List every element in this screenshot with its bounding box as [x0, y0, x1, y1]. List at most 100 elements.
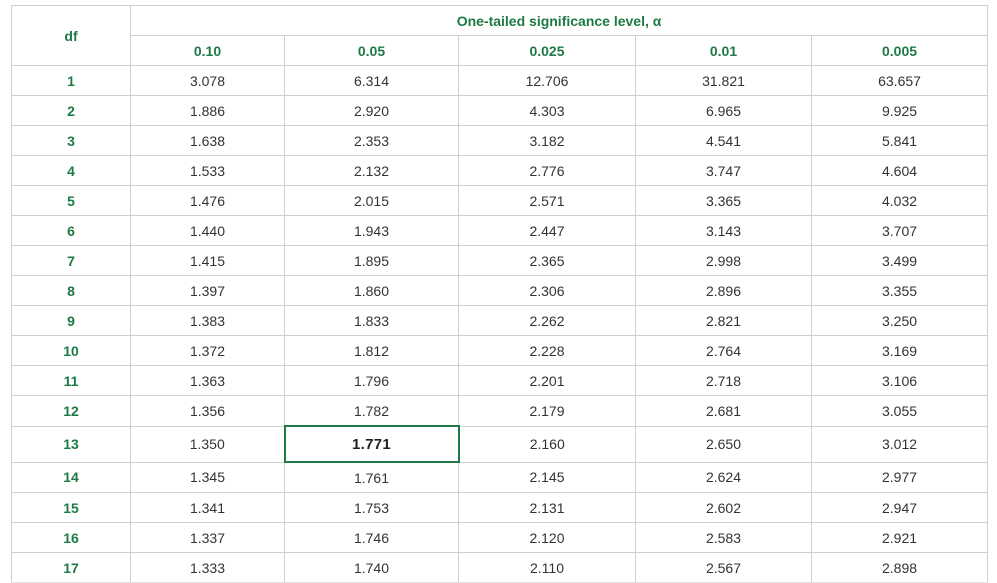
critical-value-cell: 6.314: [284, 65, 459, 96]
table-row: 9 1.383 1.833 2.262 2.821 3.250: [11, 305, 989, 336]
critical-value-cell: 3.055: [810, 395, 989, 427]
critical-value-cell: 2.160: [458, 425, 636, 463]
critical-value-cell: 1.943: [284, 215, 459, 246]
critical-value-cell: 1.415: [130, 245, 285, 276]
alpha-header: 0.10: [130, 35, 285, 66]
critical-value-cell: 3.365: [635, 185, 812, 216]
df-header: df: [11, 5, 131, 66]
critical-value-cell: 2.262: [458, 305, 636, 336]
critical-value-cell: 2.228: [458, 335, 636, 366]
critical-value-cell: 4.604: [810, 155, 989, 186]
critical-value-cell: 1.363: [130, 365, 285, 396]
critical-value-cell: 2.921: [810, 522, 989, 553]
table-row: 1 3.078 6.314 12.706 31.821 63.657: [11, 65, 989, 96]
df-cell: 4: [11, 155, 131, 186]
critical-value-cell: 2.179: [458, 395, 636, 427]
critical-value-cell: 2.998: [635, 245, 812, 276]
t-table-container: df One-tailed significance level, α 0.10…: [11, 5, 989, 583]
header-row-alphas: 0.10 0.05 0.025 0.01 0.005: [12, 35, 989, 66]
critical-value-cell: 4.303: [458, 95, 636, 126]
critical-value-cell: 1.812: [284, 335, 459, 366]
critical-value-cell: 1.356: [130, 395, 285, 427]
critical-value-cell: 1.833: [284, 305, 459, 336]
df-cell: 10: [11, 335, 131, 366]
table-row: 5 1.476 2.015 2.571 3.365 4.032: [11, 185, 989, 216]
critical-value-cell: 1.740: [284, 552, 459, 583]
table-row: 13 1.350 1.771 2.160 2.650 3.012: [11, 425, 989, 463]
alpha-header: 0.01: [635, 35, 812, 66]
critical-value-cell: 3.169: [810, 335, 989, 366]
table-row: 17 1.333 1.740 2.110 2.567 2.898: [11, 552, 989, 583]
critical-value-cell: 1.476: [130, 185, 285, 216]
critical-value-cell: 2.898: [810, 552, 989, 583]
table-row: 8 1.397 1.860 2.306 2.896 3.355: [11, 275, 989, 306]
critical-value-cell: 2.015: [284, 185, 459, 216]
t-distribution-table: df One-tailed significance level, α 0.10…: [11, 5, 989, 583]
critical-value-cell: 3.078: [130, 65, 285, 96]
table-row: 15 1.341 1.753 2.131 2.602 2.947: [11, 492, 989, 523]
critical-value-cell: 2.131: [458, 492, 636, 523]
critical-value-cell: 4.032: [810, 185, 989, 216]
table-row: 12 1.356 1.782 2.179 2.681 3.055: [11, 395, 989, 427]
critical-value-cell: 2.776: [458, 155, 636, 186]
significance-level-header: One-tailed significance level, α: [129, 5, 989, 36]
critical-value-cell: 1.337: [130, 522, 285, 553]
df-cell: 13: [11, 425, 131, 463]
critical-value-cell: 2.132: [284, 155, 459, 186]
critical-value-cell: 2.583: [635, 522, 812, 553]
critical-value-cell: 3.707: [810, 215, 989, 246]
df-cell: 12: [11, 395, 131, 427]
critical-value-cell: 3.143: [635, 215, 812, 246]
critical-value-cell: 2.353: [284, 125, 459, 156]
critical-value-cell: 1.638: [130, 125, 285, 156]
critical-value-cell: 2.977: [810, 461, 989, 493]
table-row: 14 1.345 1.761 2.145 2.624 2.977: [11, 461, 989, 493]
critical-value-cell: 9.925: [810, 95, 989, 126]
critical-value-cell: 1.746: [284, 522, 459, 553]
critical-value-cell: 2.947: [810, 492, 989, 523]
alpha-header: 0.005: [810, 35, 989, 66]
critical-value-cell: 1.796: [284, 365, 459, 396]
critical-value-cell: 3.012: [810, 425, 989, 463]
table-row: 10 1.372 1.812 2.228 2.764 3.169: [11, 335, 989, 366]
df-cell: 3: [11, 125, 131, 156]
critical-value-cell: 2.567: [635, 552, 812, 583]
critical-value-cell: 2.145: [458, 461, 636, 493]
critical-value-cell: 2.571: [458, 185, 636, 216]
critical-value-cell: 2.602: [635, 492, 812, 523]
critical-value-cell: 1.782: [284, 395, 459, 427]
critical-value-cell: 2.120: [458, 522, 636, 553]
critical-value-cell: 63.657: [810, 65, 989, 96]
table-row: 3 1.638 2.353 3.182 4.541 5.841: [11, 125, 989, 156]
table-row: 2 1.886 2.920 4.303 6.965 9.925: [11, 95, 989, 126]
critical-value-cell: 2.110: [458, 552, 636, 583]
df-cell: 5: [11, 185, 131, 216]
df-cell: 17: [11, 552, 131, 583]
critical-value-cell: 2.201: [458, 365, 636, 396]
critical-value-cell: 2.920: [284, 95, 459, 126]
critical-value-cell: 1.886: [130, 95, 285, 126]
critical-value-cell: 3.106: [810, 365, 989, 396]
df-cell: 8: [11, 275, 131, 306]
critical-value-cell: 3.250: [810, 305, 989, 336]
table-row: 6 1.440 1.943 2.447 3.143 3.707: [11, 215, 989, 246]
critical-value-cell: 2.650: [635, 425, 812, 463]
critical-value-cell: 2.718: [635, 365, 812, 396]
critical-value-cell: 1.533: [130, 155, 285, 186]
df-cell: 1: [11, 65, 131, 96]
table-row: 16 1.337 1.746 2.120 2.583 2.921: [11, 522, 989, 553]
critical-value-cell: 4.541: [635, 125, 812, 156]
critical-value-cell: 2.764: [635, 335, 812, 366]
table-row: 4 1.533 2.132 2.776 3.747 4.604: [11, 155, 989, 186]
df-cell: 6: [11, 215, 131, 246]
critical-value-cell: 1.895: [284, 245, 459, 276]
alpha-header: 0.05: [284, 35, 459, 66]
critical-value-cell: 1.372: [130, 335, 285, 366]
critical-value-cell: 1.333: [130, 552, 285, 583]
critical-value-cell: 2.447: [458, 215, 636, 246]
critical-value-cell: 1.345: [130, 461, 285, 493]
critical-value-cell: 3.355: [810, 275, 989, 306]
critical-value-cell: 1.860: [284, 275, 459, 306]
header-row-group: df One-tailed significance level, α: [11, 5, 989, 66]
critical-value-cell: 3.182: [458, 125, 636, 156]
